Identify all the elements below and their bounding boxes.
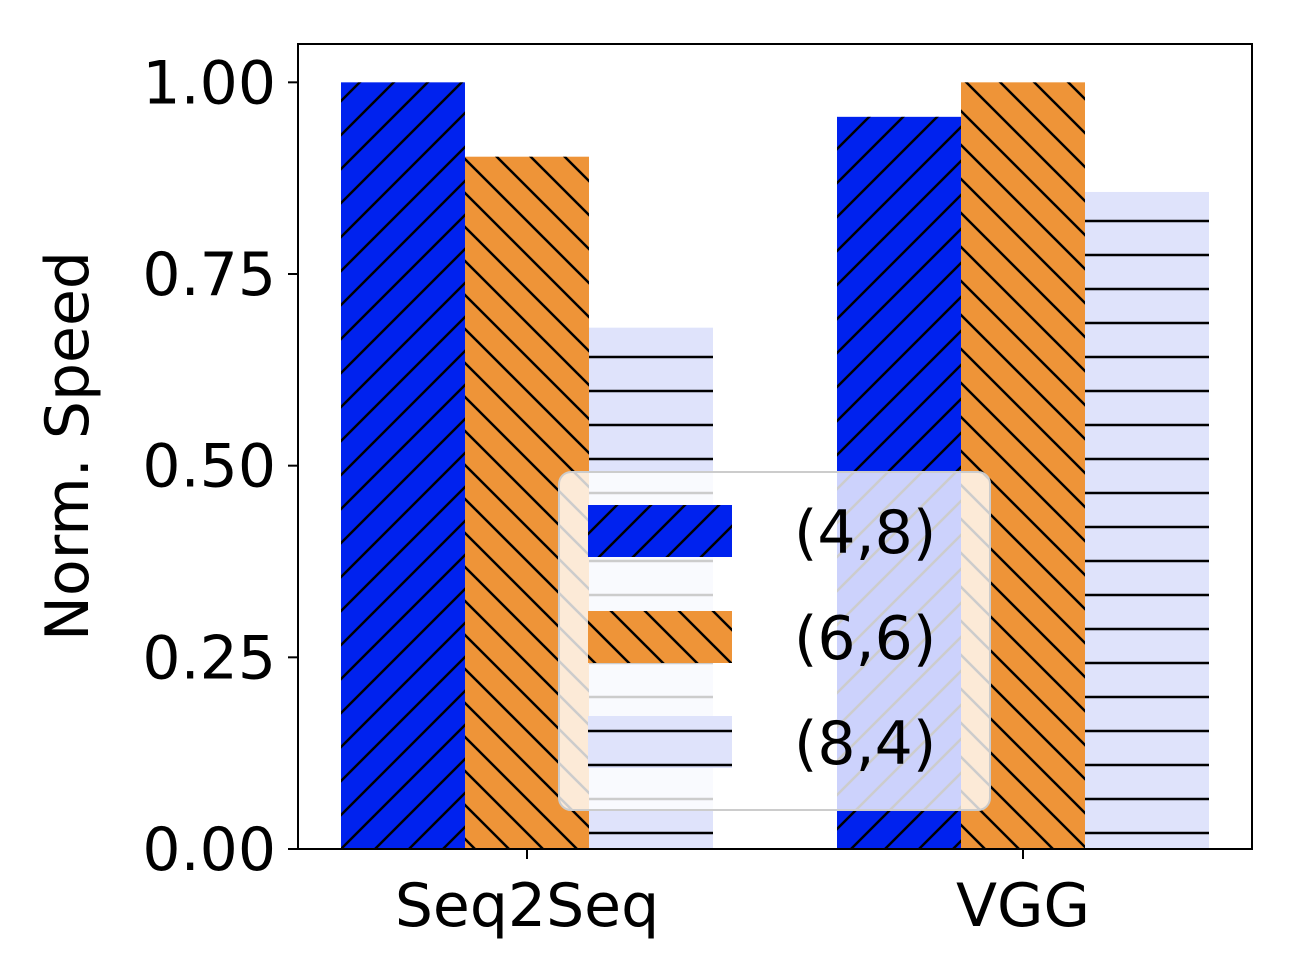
y-tick-label: 1.00: [142, 48, 276, 118]
y-tick-label: 0.50: [142, 432, 276, 502]
plot-frame: [297, 43, 1253, 850]
legend-swatch-hatch: [588, 505, 732, 557]
legend-swatch-hatch: [588, 716, 732, 768]
legend-label: (8,4): [794, 709, 936, 779]
legend-swatch-hatch: [588, 611, 732, 663]
legend: (4,8) (6,6) (8,4): [558, 471, 991, 811]
legend-label: (4,8): [794, 498, 936, 568]
legend-label: (6,6): [794, 604, 936, 674]
y-tick-label: 0.75: [142, 240, 276, 310]
x-tick-label: VGG: [956, 871, 1090, 941]
x-tick-label: Seq2Seq: [395, 871, 659, 941]
y-tick-label: 0.25: [142, 623, 276, 693]
y-axis-title: Norm. Speed: [33, 251, 103, 641]
bar-hatch: [341, 82, 465, 850]
bar-hatch: [1085, 191, 1209, 849]
x-axis: Seq2Seq VGG: [395, 849, 1090, 941]
y-tick-label: 0.00: [142, 815, 276, 885]
y-axis: 0.00 0.25 0.50 0.75 1.00: [142, 48, 298, 885]
